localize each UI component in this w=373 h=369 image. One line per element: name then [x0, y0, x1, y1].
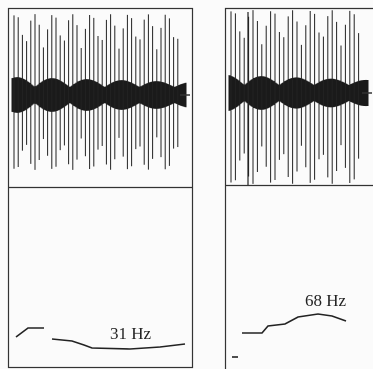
pitch-contour — [51, 338, 186, 350]
panel-left: 31 Hz — [7, 7, 194, 369]
frequency-label: 68 Hz — [305, 291, 347, 310]
frequency-label: 31 Hz — [110, 324, 152, 343]
panel-frame — [224, 7, 373, 369]
panel-right: 68 Hz — [224, 7, 373, 369]
waveform — [11, 14, 190, 170]
pitch-contour — [15, 327, 44, 338]
pitch-contour — [242, 313, 347, 334]
waveform — [228, 10, 372, 184]
